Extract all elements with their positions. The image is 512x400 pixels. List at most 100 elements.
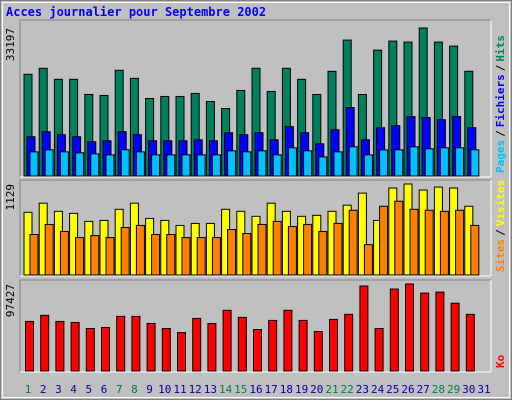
bar [227, 229, 237, 276]
bar [439, 210, 449, 276]
bar [29, 151, 39, 177]
bar [318, 231, 328, 276]
bar [44, 149, 54, 177]
legend-entry: Sites [494, 239, 507, 272]
bar [181, 154, 191, 177]
bar [303, 223, 313, 276]
bar [120, 227, 130, 276]
bar [166, 154, 176, 177]
legend-separator: / [494, 229, 507, 236]
bar [70, 321, 80, 372]
legend-entry: Hits [494, 35, 507, 62]
bar [389, 288, 399, 372]
bar [363, 244, 373, 276]
bar [59, 151, 69, 177]
bar [75, 237, 85, 276]
x-tick-label: 21 [325, 383, 338, 396]
x-tick-label: 30 [462, 383, 475, 396]
bar [303, 150, 313, 177]
bar [420, 292, 430, 372]
bar [151, 234, 161, 276]
bar [450, 302, 460, 372]
chart-title: Acces journalier pour Septembre 2002 [6, 5, 266, 19]
legend: Sites / Visites [494, 180, 507, 272]
x-tick-label: 15 [234, 383, 247, 396]
bar [272, 154, 282, 177]
y-tick-label: 1129 [4, 184, 17, 211]
bar [40, 314, 50, 372]
bar [55, 320, 65, 372]
x-tick-label: 17 [265, 383, 278, 396]
x-tick-label: 27 [417, 383, 430, 396]
bar [394, 200, 404, 276]
x-tick-label: 7 [116, 383, 123, 396]
x-tick-label: 31 [477, 383, 490, 396]
bar [424, 209, 434, 276]
bar [455, 147, 465, 177]
bar [272, 220, 282, 276]
bar [363, 154, 373, 177]
bar [333, 222, 343, 276]
legend-separator: / [494, 130, 507, 137]
bar [409, 208, 419, 276]
x-tick-label: 13 [204, 383, 217, 396]
bar [161, 328, 171, 372]
bar [59, 231, 69, 276]
bar [177, 332, 186, 372]
bar [135, 151, 145, 177]
bar [237, 316, 247, 372]
x-tick-label: 2 [40, 383, 47, 396]
bar [120, 149, 130, 177]
bar [181, 237, 191, 276]
x-tick-label: 10 [158, 383, 171, 396]
bar [394, 149, 404, 177]
bar [439, 147, 449, 177]
bar [105, 237, 115, 276]
bar [44, 223, 54, 276]
bar [192, 317, 202, 372]
bar [135, 224, 145, 276]
x-tick-label: 24 [371, 383, 385, 396]
x-tick-label: 8 [131, 383, 138, 396]
x-tick-label: 6 [101, 383, 108, 396]
x-tick-label: 19 [295, 383, 308, 396]
bar [287, 225, 297, 276]
bar [374, 328, 384, 372]
bar [268, 319, 278, 372]
bar [283, 309, 293, 372]
x-tick-label: 22 [341, 383, 354, 396]
bar [146, 322, 156, 372]
bar [85, 328, 95, 372]
bar [455, 209, 465, 276]
bar [409, 146, 419, 177]
bar [25, 320, 34, 372]
x-tick-label: 25 [386, 383, 399, 396]
bar [318, 156, 328, 177]
legend-separator: / [494, 64, 507, 71]
bar [227, 150, 237, 177]
bar [131, 315, 141, 372]
x-tick-label: 11 [173, 383, 186, 396]
y-tick-label: 97427 [4, 284, 17, 317]
y-tick-label: 33197 [4, 28, 17, 61]
legend-entry: Pages [494, 140, 507, 173]
bar [344, 313, 354, 372]
bar [348, 146, 358, 177]
bar [151, 154, 161, 177]
legend-entry: Fichiers [494, 74, 507, 127]
x-tick-label: 23 [356, 383, 369, 396]
bar [257, 150, 267, 177]
legend: Ko [494, 354, 507, 368]
bar [75, 152, 85, 177]
bar [298, 319, 308, 372]
bar [196, 237, 206, 276]
bar [348, 209, 358, 276]
x-tick-label: 14 [219, 383, 233, 396]
bar [211, 237, 221, 276]
x-tick-label: 29 [447, 383, 460, 396]
x-tick-label: 18 [280, 383, 293, 396]
x-tick-label: 26 [401, 383, 414, 396]
bar [29, 234, 39, 276]
legend-entry: Visites [494, 180, 507, 226]
